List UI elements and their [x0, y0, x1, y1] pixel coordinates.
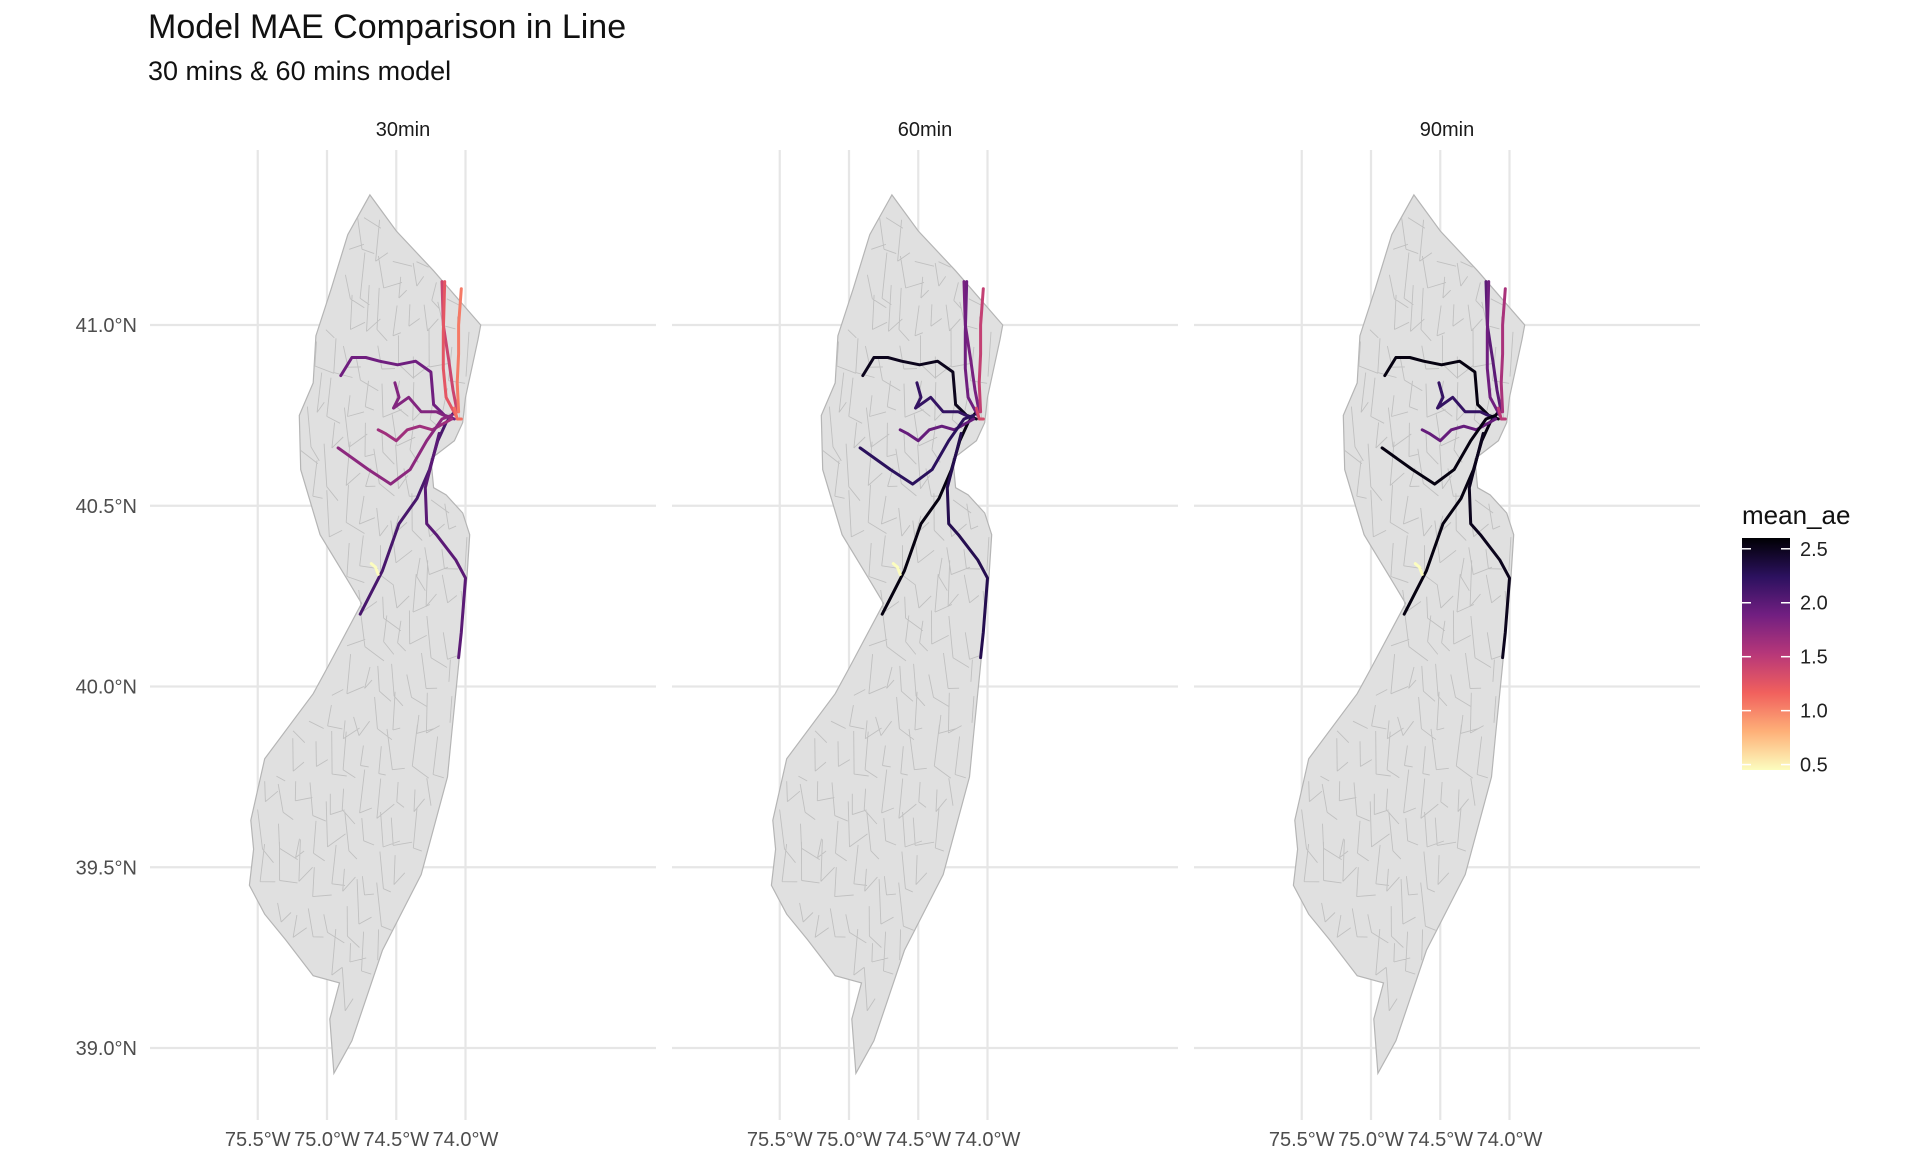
x-tick-label: 75.0°W: [1338, 1129, 1404, 1151]
rail-line: [1402, 410, 1500, 616]
rail-line: [861, 356, 978, 421]
rail-line: [455, 287, 463, 414]
y-tick-label: 40.0°N: [76, 677, 137, 699]
rail-line: [898, 417, 976, 443]
facet-panel-90min: 90min 75.5°W 75.0°W 74.5°W 74.0°W: [1194, 119, 1700, 1151]
x-tick-label: 74.0°W: [955, 1129, 1021, 1151]
chart-subtitle: 30 mins & 60 mins model: [148, 56, 452, 86]
rail-line: [1380, 413, 1498, 486]
legend-break-label: 2.0: [1800, 593, 1828, 615]
rail-line: [336, 413, 454, 486]
rail-line: [858, 413, 976, 486]
rail-line: [891, 562, 902, 576]
rail-line: [1499, 287, 1507, 414]
x-tick-label: 74.0°W: [1477, 1129, 1543, 1151]
rail-line: [376, 417, 454, 443]
rail-line: [358, 410, 456, 616]
x-tick-label: 74.5°W: [885, 1129, 951, 1151]
legend: mean_ae 0.5 1.0 1.5 2.0 2.5: [1742, 500, 1850, 777]
rail-line: [1420, 417, 1498, 443]
rail-line: [1413, 562, 1424, 576]
x-tick-label: 75.5°W: [225, 1129, 291, 1151]
rail-line: [369, 562, 380, 576]
rail-line: [1436, 381, 1498, 421]
rail-line: [1467, 431, 1511, 660]
x-tick-label: 75.0°W: [816, 1129, 882, 1151]
rail-line: [339, 356, 456, 421]
chart-title: Model MAE Comparison in Line: [148, 8, 627, 46]
facet-panel-30min: 30min 75.5°W 75.0°W 74.5°W 74.0°W: [150, 119, 656, 1151]
legend-break-label: 1.5: [1800, 647, 1828, 669]
state-outline: [1292, 193, 1526, 1076]
y-tick-label: 40.5°N: [76, 496, 137, 518]
rail-line: [1496, 406, 1507, 421]
rail-line: [452, 406, 463, 421]
rail-line: [974, 406, 985, 421]
municipal-boundaries: [257, 217, 470, 1012]
facet-strip-label: 90min: [1420, 119, 1474, 141]
municipal-boundaries: [1301, 217, 1514, 1012]
rail-line: [392, 381, 454, 421]
rail-line: [977, 287, 985, 414]
y-tick-label: 39.0°N: [76, 1038, 137, 1060]
legend-colorbar: [1742, 538, 1790, 770]
y-tick-label: 39.5°N: [76, 857, 137, 879]
legend-title: mean_ae: [1742, 500, 1850, 530]
rail-line: [945, 431, 989, 660]
rail-line: [1485, 280, 1502, 417]
x-tick-label: 75.5°W: [1269, 1129, 1335, 1151]
state-outline: [770, 193, 1004, 1076]
x-tick-label: 74.5°W: [363, 1129, 429, 1151]
legend-break-label: 2.5: [1800, 539, 1828, 561]
facet-panel-60min: 60min 75.5°W 75.0°W 74.5°W 74.0°W: [672, 119, 1178, 1151]
x-tick-label: 74.0°W: [433, 1129, 499, 1151]
rail-line: [441, 280, 458, 417]
x-tick-label: 75.5°W: [747, 1129, 813, 1151]
facet-strip-label: 60min: [898, 119, 952, 141]
state-outline: [248, 193, 482, 1076]
rail-line: [914, 381, 976, 421]
municipal-boundaries: [779, 217, 992, 1012]
y-tick-label: 41.0°N: [76, 315, 137, 337]
legend-break-label: 0.5: [1800, 755, 1828, 777]
facet-strip-label: 30min: [376, 119, 430, 141]
rail-line: [880, 410, 978, 616]
rail-line: [963, 280, 980, 417]
rail-line: [423, 431, 467, 660]
legend-break-label: 1.0: [1800, 701, 1828, 723]
x-tick-label: 75.0°W: [294, 1129, 360, 1151]
rail-line: [1383, 356, 1500, 421]
x-tick-label: 74.5°W: [1407, 1129, 1473, 1151]
